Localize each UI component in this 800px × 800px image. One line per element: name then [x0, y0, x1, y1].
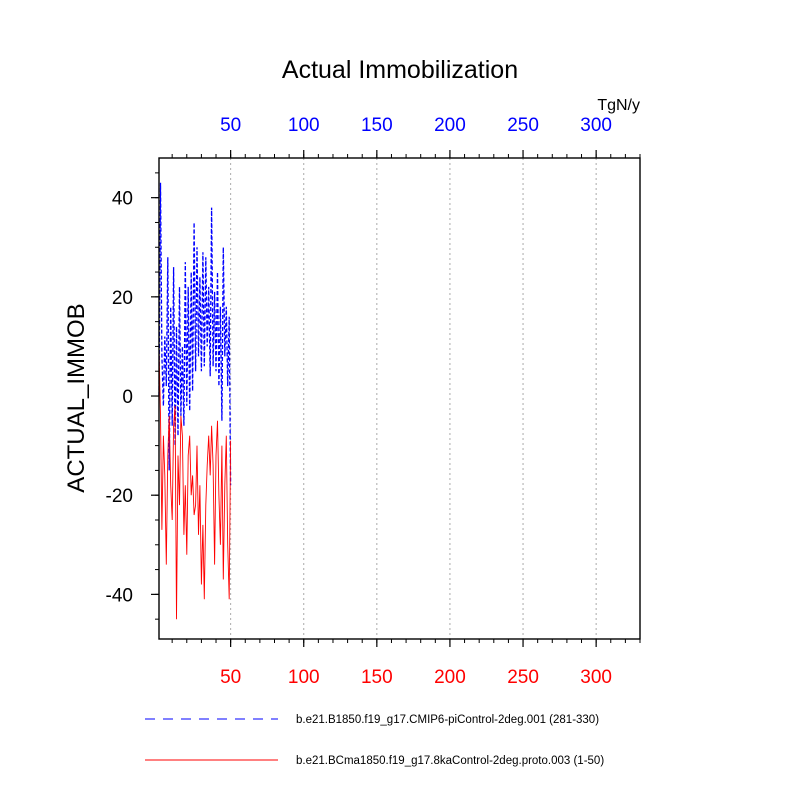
- y-axis-label: ACTUAL_IMMOB: [63, 303, 90, 492]
- x-tick-label-bottom: 200: [434, 667, 466, 688]
- legend-label-2: b.e21.BCma1850.f19_g17.8kaControl-2deg.p…: [296, 755, 604, 767]
- series-line-2: [158, 346, 232, 620]
- y-tick-label: 20: [112, 288, 133, 309]
- x-tick-label-bottom: 100: [288, 667, 320, 688]
- x-tick-label-bottom: 300: [580, 667, 612, 688]
- x-tick-label-top: 50: [220, 115, 241, 136]
- series-layer: [158, 182, 232, 620]
- axes: 5050100100150150200200250250300300-40-20…: [106, 115, 641, 688]
- x-tick-label-top: 150: [361, 115, 393, 136]
- legend-label-1: b.e21.B1850.f19_g17.CMIP6-piControl-2deg…: [296, 714, 599, 726]
- x-tick-label-top: 250: [507, 115, 539, 136]
- y-tick-label: -20: [106, 486, 133, 507]
- x-tick-label-top: 100: [288, 115, 320, 136]
- units-label: TgN/y: [597, 97, 640, 114]
- y-tick-label: -40: [106, 585, 133, 606]
- grid-lines: [230, 158, 597, 639]
- x-tick-label-bottom: 150: [361, 667, 393, 688]
- chart-title: Actual Immobilization: [282, 56, 518, 84]
- plot-frame: [158, 157, 641, 640]
- x-tick-label-top: 200: [434, 115, 466, 136]
- legend: b.e21.B1850.f19_g17.CMIP6-piControl-2deg…: [145, 714, 604, 767]
- x-tick-label-bottom: 50: [220, 667, 241, 688]
- series-line-1: [158, 182, 232, 486]
- y-tick-label: 0: [122, 387, 133, 408]
- x-tick-label-bottom: 250: [507, 667, 539, 688]
- y-tick-label: 40: [112, 189, 133, 210]
- x-tick-label-top: 300: [580, 115, 612, 136]
